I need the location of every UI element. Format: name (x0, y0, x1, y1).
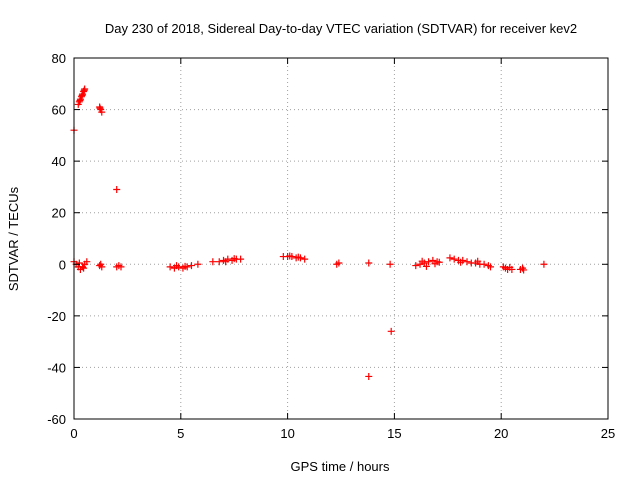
data-point (209, 258, 217, 266)
data-point (76, 97, 84, 105)
data-point (230, 255, 238, 263)
data-point (418, 257, 426, 265)
data-point (446, 254, 454, 262)
data-point (117, 263, 125, 271)
data-point (113, 186, 121, 194)
data-point (78, 91, 86, 99)
x-tick-label: 15 (387, 426, 401, 441)
data-point (457, 258, 465, 266)
x-tick-label: 25 (601, 426, 615, 441)
data-point (237, 255, 245, 263)
y-tick-label: 80 (52, 51, 66, 66)
data-point (487, 263, 495, 271)
y-tick-label: -20 (47, 309, 66, 324)
data-point (365, 259, 373, 267)
data-point (294, 253, 302, 261)
data-point (166, 263, 174, 271)
data-point (194, 260, 202, 268)
data-point (365, 372, 373, 380)
y-axis-label: SDTVAR / TECUs (6, 186, 21, 291)
data-point (97, 260, 105, 268)
data-point (425, 258, 433, 266)
x-tick-label: 10 (280, 426, 294, 441)
y-tick-label: 60 (52, 103, 66, 118)
data-point (506, 263, 514, 271)
data-point (450, 255, 458, 263)
x-tick-label: 20 (494, 426, 508, 441)
data-point (181, 262, 189, 270)
data-point (75, 259, 83, 267)
x-axis-label: GPS time / hours (291, 459, 390, 474)
data-point (333, 260, 341, 268)
data-points (70, 85, 548, 380)
chart-title: Day 230 of 2018, Sidereal Day-to-day VTE… (105, 21, 577, 36)
data-point (80, 86, 88, 94)
data-point (463, 258, 471, 266)
x-tick-label: 5 (177, 426, 184, 441)
y-tick-label: 40 (52, 154, 66, 169)
y-tick-label: 20 (52, 206, 66, 221)
data-point (80, 264, 88, 272)
data-point (422, 262, 430, 270)
data-point (173, 262, 181, 270)
data-point (301, 255, 309, 263)
axis-ticks: 0 5 10 15 20 25 -60 -40 -20 0 20 40 60 80 (47, 51, 615, 441)
data-point (96, 104, 104, 112)
data-point (474, 257, 482, 265)
data-point (520, 266, 528, 274)
data-point (412, 262, 420, 270)
data-point (222, 258, 230, 266)
data-point (286, 252, 294, 260)
x-tick-label: 0 (70, 426, 77, 441)
data-point (435, 258, 443, 266)
data-point (98, 108, 106, 116)
data-point (480, 260, 488, 268)
data-point (215, 258, 223, 266)
data-point (431, 260, 439, 268)
y-tick-label: 0 (59, 257, 66, 272)
y-tick-label: -60 (47, 412, 66, 427)
data-point (387, 327, 395, 335)
y-tick-label: -40 (47, 360, 66, 375)
data-point (187, 262, 195, 270)
grid-lines (74, 58, 608, 419)
data-point (540, 260, 548, 268)
plot-frame (73, 57, 609, 420)
data-point (386, 260, 394, 268)
data-point (83, 258, 91, 266)
